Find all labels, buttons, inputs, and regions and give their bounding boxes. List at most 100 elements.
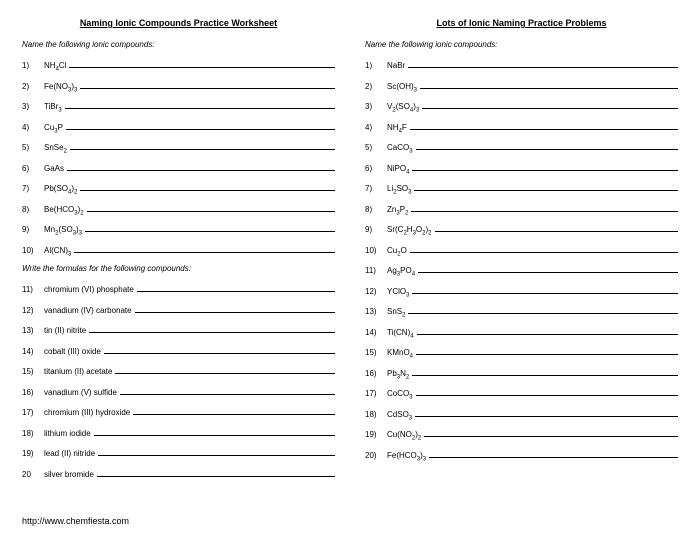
question-number: 2) <box>365 82 387 91</box>
answer-blank[interactable] <box>97 468 335 477</box>
answer-blank[interactable] <box>70 141 335 150</box>
answer-blank[interactable] <box>416 387 678 396</box>
question-number: 8) <box>22 205 44 214</box>
question-row: 10)Al(CN)3 <box>22 244 335 257</box>
answer-blank[interactable] <box>412 367 678 376</box>
question-row: 16)vanadium (V) sulfide <box>22 386 335 399</box>
answer-blank[interactable] <box>410 244 678 253</box>
question-number: 12) <box>22 306 44 315</box>
answer-blank[interactable] <box>424 428 678 437</box>
answer-blank[interactable] <box>80 80 335 89</box>
question-number: 13) <box>22 326 44 335</box>
question-number: 9) <box>22 225 44 234</box>
question-formula: silver bromide <box>44 470 96 479</box>
question-formula: vanadium (V) sulfide <box>44 388 119 397</box>
left-instruction-2: Write the formulas for the following com… <box>22 264 335 273</box>
question-row: 17)chromium (III) hydroxide <box>22 406 335 419</box>
question-row: 12)vanadium (IV) carbonate <box>22 304 335 317</box>
answer-blank[interactable] <box>65 100 335 109</box>
worksheet-columns: Naming Ionic Compounds Practice Workshee… <box>22 18 678 488</box>
question-number: 20) <box>365 451 387 460</box>
answer-blank[interactable] <box>85 223 335 232</box>
question-number: 16) <box>22 388 44 397</box>
answer-blank[interactable] <box>67 162 335 171</box>
question-row: 18)CdSO3 <box>365 408 678 421</box>
answer-blank[interactable] <box>89 324 335 333</box>
answer-blank[interactable] <box>408 305 678 314</box>
question-formula: Be(HCO3)2 <box>44 205 86 214</box>
question-number: 9) <box>365 225 387 234</box>
question-formula: CaCO3 <box>387 143 415 152</box>
answer-blank[interactable] <box>412 162 678 171</box>
footer-url: http://www.chemfiesta.com <box>22 516 129 526</box>
answer-blank[interactable] <box>416 346 678 355</box>
question-number: 19) <box>22 449 44 458</box>
question-row: 4)NH4F <box>365 121 678 134</box>
question-row: 19)lead (II) nitride <box>22 447 335 460</box>
question-formula: Li2SO3 <box>387 184 413 193</box>
right-instruction: Name the following ionic compounds: <box>365 40 678 49</box>
answer-blank[interactable] <box>80 182 335 191</box>
question-row: 15)KMnO4 <box>365 346 678 359</box>
question-row: 7)Pb(SO4)2 <box>22 182 335 195</box>
question-row: 8)Zn3P2 <box>365 203 678 216</box>
question-row: 10)Cu2O <box>365 244 678 257</box>
question-row: 3)V2(SO4)3 <box>365 100 678 113</box>
answer-blank[interactable] <box>94 427 335 436</box>
question-row: 2)Sc(OH)3 <box>365 80 678 93</box>
answer-blank[interactable] <box>411 203 678 212</box>
question-formula: V2(SO4)3 <box>387 102 421 111</box>
question-formula: chromium (VI) phosphate <box>44 285 136 294</box>
answer-blank[interactable] <box>417 326 678 335</box>
answer-blank[interactable] <box>104 345 335 354</box>
question-row: 11)chromium (VI) phosphate <box>22 283 335 296</box>
question-row: 5)SnSe2 <box>22 141 335 154</box>
answer-blank[interactable] <box>410 121 678 130</box>
question-formula: Sr(C2H3O2)2 <box>387 225 434 234</box>
left-list-1: 1)NH4Cl2)Fe(NO3)33)TiBr34)Cu3P5)SnSe26)G… <box>22 59 335 257</box>
question-number: 7) <box>22 184 44 193</box>
question-number: 11) <box>22 285 44 294</box>
question-number: 18) <box>365 410 387 419</box>
question-number: 2) <box>22 82 44 91</box>
answer-blank[interactable] <box>418 264 678 273</box>
answer-blank[interactable] <box>135 304 335 313</box>
question-row: 20silver bromide <box>22 468 335 481</box>
answer-blank[interactable] <box>74 244 335 253</box>
answer-blank[interactable] <box>87 203 335 212</box>
answer-blank[interactable] <box>429 449 678 458</box>
question-row: 3)TiBr3 <box>22 100 335 113</box>
question-formula: TiBr3 <box>44 102 64 111</box>
answer-blank[interactable] <box>137 283 335 292</box>
question-row: 18)lithium iodide <box>22 427 335 440</box>
answer-blank[interactable] <box>422 100 678 109</box>
answer-blank[interactable] <box>415 408 678 417</box>
right-list: 1)NaBr2)Sc(OH)33)V2(SO4)34)NH4F5)CaCO36)… <box>365 59 678 462</box>
answer-blank[interactable] <box>66 121 335 130</box>
question-formula: Pb3N2 <box>387 369 411 378</box>
question-formula: Cu2O <box>387 246 409 255</box>
answer-blank[interactable] <box>120 386 335 395</box>
question-formula: lithium iodide <box>44 429 93 438</box>
question-formula: GaAs <box>44 164 66 173</box>
answer-blank[interactable] <box>435 223 678 232</box>
left-title: Naming Ionic Compounds Practice Workshee… <box>22 18 335 28</box>
answer-blank[interactable] <box>420 80 678 89</box>
answer-blank[interactable] <box>133 406 335 415</box>
answer-blank[interactable] <box>69 59 335 68</box>
question-row: 4)Cu3P <box>22 121 335 134</box>
question-number: 14) <box>22 347 44 356</box>
answer-blank[interactable] <box>98 447 335 456</box>
question-formula: chromium (III) hydroxide <box>44 408 132 417</box>
answer-blank[interactable] <box>408 59 678 68</box>
answer-blank[interactable] <box>115 365 335 374</box>
question-row: 12)YClO3 <box>365 285 678 298</box>
answer-blank[interactable] <box>416 141 678 150</box>
answer-blank[interactable] <box>414 182 678 191</box>
answer-blank[interactable] <box>412 285 678 294</box>
question-formula: CoCO3 <box>387 389 415 398</box>
question-formula: CdSO3 <box>387 410 414 419</box>
question-row: 16)Pb3N2 <box>365 367 678 380</box>
question-formula: cobalt (III) oxide <box>44 347 103 356</box>
question-formula: Fe(NO3)3 <box>44 82 79 91</box>
